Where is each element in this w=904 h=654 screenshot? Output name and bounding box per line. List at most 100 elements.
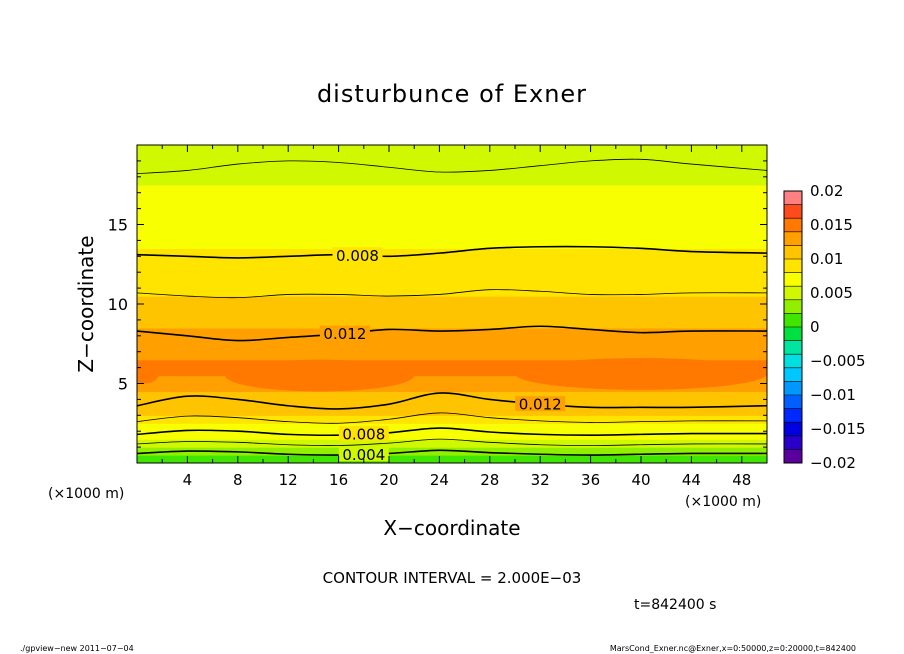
fill-band <box>137 343 767 361</box>
contour-line <box>137 289 767 299</box>
contour-label-bg <box>319 325 370 341</box>
colorbar-swatch <box>784 367 802 382</box>
contour-line <box>137 438 767 446</box>
y-tick-label: 10 <box>108 295 128 314</box>
colorbar-tick-label: 0.015 <box>810 216 853 234</box>
x-tick-label: 48 <box>732 471 751 489</box>
colorbar-tick-label: 0.02 <box>810 182 843 200</box>
contour-line <box>137 245 767 259</box>
contour-line <box>137 392 767 410</box>
contour-label-bg <box>515 396 566 412</box>
x-tick-label: 40 <box>631 471 650 489</box>
fill-band <box>137 327 767 345</box>
colorbar-swatch <box>784 395 802 409</box>
fill-band <box>137 168 767 186</box>
colorbar-swatch <box>784 381 802 396</box>
contour-line <box>137 427 767 437</box>
contour-label: 0.008 <box>342 425 385 443</box>
contour-labels: 0.004 0.008 0.012 0.012 0.008 <box>319 247 566 464</box>
fill-band <box>137 296 767 313</box>
colorbar-tick-label: −0.02 <box>810 454 856 472</box>
x-axis-unit: (×1000 m) <box>685 494 761 510</box>
contour-line <box>137 412 767 424</box>
hotspot <box>515 358 767 390</box>
fill-band <box>137 423 767 432</box>
colorbar-swatch <box>784 313 802 328</box>
y-axis-unit: (×1000 m) <box>48 486 124 502</box>
plot-area <box>137 145 767 463</box>
fill-band <box>137 152 767 170</box>
colorbar-tick-label: −0.015 <box>810 420 866 438</box>
fill-band <box>137 184 767 202</box>
x-tick-label: 32 <box>531 471 550 489</box>
contour-label: 0.008 <box>336 247 379 265</box>
fill-band <box>137 439 767 448</box>
contour-label-bg <box>338 446 389 462</box>
contour-interval-note: CONTOUR INTERVAL = 2.000E−03 <box>323 569 582 587</box>
contour-label: 0.012 <box>519 396 562 414</box>
fill-band <box>137 431 767 440</box>
hotspot <box>137 361 160 384</box>
x-tick-label: 24 <box>430 471 449 489</box>
chart-title: disturbunce of Exner <box>317 80 587 108</box>
colorbar-swatch <box>784 354 802 369</box>
contour-label: 0.004 <box>342 446 385 464</box>
x-tick-label: 36 <box>581 471 600 489</box>
fill-band <box>137 280 767 297</box>
fill-band <box>137 455 767 463</box>
colorbar-tick-label: 0.005 <box>810 284 853 302</box>
fill-band <box>137 407 767 416</box>
contour-lines <box>137 158 767 456</box>
fill-band <box>137 415 767 424</box>
x-tick-label: 4 <box>183 471 193 489</box>
contour-line <box>137 325 767 342</box>
fill-band <box>137 216 767 234</box>
colorbar <box>783 190 803 464</box>
colorbar-swatch <box>784 327 802 341</box>
colorbar-tick-label: 0.01 <box>810 250 843 268</box>
colorbar-swatch <box>784 286 802 301</box>
colorbar-swatch <box>784 435 802 450</box>
contour-line <box>137 158 767 175</box>
fill-band <box>137 391 767 408</box>
fill-band <box>137 311 767 329</box>
colorbar-swatch <box>784 449 802 464</box>
colorbar-tick-label: 0 <box>810 318 820 336</box>
x-tick-label: 28 <box>480 471 499 489</box>
y-axis-label: Z−coordinate <box>74 235 98 372</box>
colorbar-swatch <box>784 259 802 273</box>
colorbar-swatch <box>784 299 802 314</box>
contour-fill-bands <box>137 145 767 463</box>
x-tick-label: 44 <box>682 471 701 489</box>
fill-band <box>137 447 767 456</box>
x-tick-label: 16 <box>329 471 348 489</box>
colorbar-tick-label: −0.01 <box>810 386 856 404</box>
contour-label: 0.012 <box>323 325 366 343</box>
colorbar-swatch <box>784 408 802 423</box>
colorbar-swatch <box>784 272 802 287</box>
contour-line <box>137 449 767 456</box>
x-tick-label: 12 <box>279 471 298 489</box>
contour-label-bg <box>332 247 383 263</box>
y-axis-ticks: 5 10 15 <box>108 144 767 464</box>
colorbar-swatch <box>784 245 802 260</box>
x-tick-label: 8 <box>233 471 243 489</box>
fill-band <box>137 232 767 249</box>
contour-label-bg <box>338 425 389 441</box>
colorbar-tick-labels: 0.02 0.015 0.01 0.005 0 −0.005 −0.01 −0.015 −0.0… <box>810 182 866 472</box>
colorbar-swatch <box>784 422 802 437</box>
footer-left: ./gpview−new 2011−07−04 <box>20 644 134 653</box>
hotspot <box>225 359 415 392</box>
x-axis-label: X−coordinate <box>383 516 520 540</box>
hotspot-regions <box>137 358 767 392</box>
x-axis-ticks: 4 8 12 16 20 24 28 32 36 40 44 48 <box>136 145 768 489</box>
colorbar-swatch <box>784 204 802 219</box>
time-label: t=842400 s <box>634 597 716 613</box>
colorbar-swatch <box>784 191 802 205</box>
fill-band <box>137 200 767 218</box>
y-tick-label: 15 <box>108 216 128 235</box>
colorbar-swatch <box>784 218 802 233</box>
fill-band <box>137 248 767 265</box>
colorbar-swatch <box>784 340 802 355</box>
